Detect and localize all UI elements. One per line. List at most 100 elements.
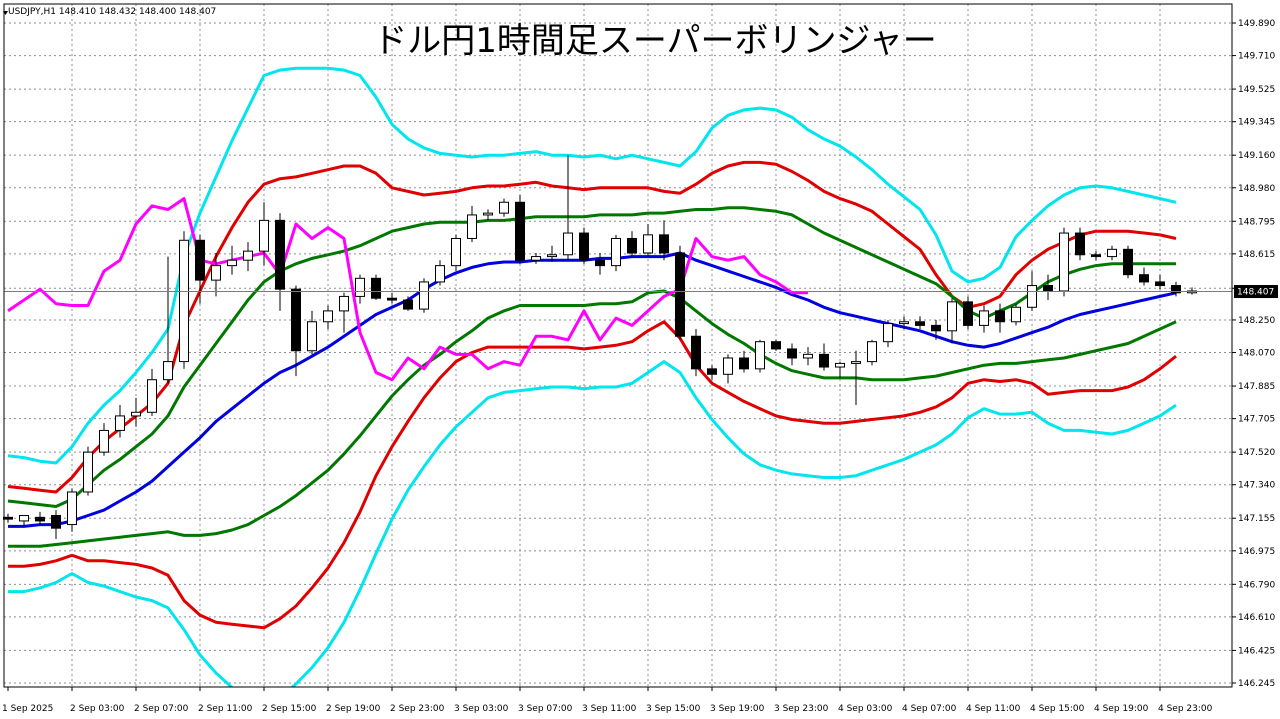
x-tick-label: 2 Sep 11:00 <box>198 704 253 714</box>
candle <box>1155 274 1165 290</box>
grid <box>4 4 1232 687</box>
candle-body <box>83 451 93 493</box>
candle <box>883 319 893 348</box>
candle <box>179 231 189 369</box>
candle <box>979 305 989 333</box>
candle <box>467 205 477 243</box>
candle-body <box>563 232 573 256</box>
candle <box>387 292 397 304</box>
candle <box>963 296 973 330</box>
candle <box>371 274 381 301</box>
candle-body <box>163 361 173 381</box>
candle-body <box>1059 232 1069 292</box>
candle-body <box>819 353 829 368</box>
candle <box>755 339 765 373</box>
candle <box>147 368 157 416</box>
candle <box>451 234 461 272</box>
candle-body <box>595 259 605 267</box>
candle-body <box>339 295 349 312</box>
candle-body <box>67 491 77 526</box>
chart-title: ドル円1時間足スーパーボリンジャー <box>373 21 937 61</box>
candle <box>1123 245 1133 279</box>
x-tick-label: 3 Sep 15:00 <box>646 704 701 714</box>
candle-body <box>243 250 253 261</box>
candle <box>51 510 61 540</box>
y-tick-label: 146.790 <box>1238 580 1275 590</box>
candle <box>339 292 349 333</box>
candle <box>67 488 77 532</box>
candle <box>675 245 685 340</box>
candle <box>899 316 909 330</box>
y-tick-label: 149.160 <box>1238 151 1275 161</box>
candle <box>131 397 141 427</box>
candle-body <box>931 324 941 332</box>
candle-body <box>611 237 621 267</box>
candle-body <box>899 321 909 325</box>
candle-body <box>291 288 301 352</box>
y-tick-label: 149.525 <box>1238 85 1275 95</box>
y-tick-label: 148.980 <box>1238 184 1275 194</box>
candle-body <box>371 277 381 299</box>
candle <box>531 252 541 264</box>
candle <box>995 303 1005 333</box>
candle-body <box>51 515 61 529</box>
candle <box>947 298 957 344</box>
candle <box>323 305 333 330</box>
candle-body <box>451 237 461 267</box>
candle-body <box>131 411 141 417</box>
candle-body <box>419 281 429 310</box>
x-tick-label: 3 Sep 19:00 <box>710 704 765 714</box>
candle-body <box>963 301 973 326</box>
y-tick-label: 147.340 <box>1238 481 1275 491</box>
y-tick-label: 148.615 <box>1238 250 1275 260</box>
candle <box>1107 245 1117 261</box>
candle-body <box>755 341 765 370</box>
candle-body <box>1075 232 1085 256</box>
candle-body <box>1139 274 1149 283</box>
x-tick-label: 4 Sep 11:00 <box>966 704 1021 714</box>
x-tick-label: 3 Sep 23:00 <box>774 704 829 714</box>
candle <box>787 343 797 366</box>
candle <box>83 446 93 496</box>
candle-body <box>787 348 797 359</box>
candle-body <box>355 277 365 297</box>
candle-body <box>979 310 989 326</box>
candle-body <box>259 219 269 252</box>
candle-body <box>707 368 717 375</box>
candle-body <box>323 310 333 323</box>
candle-body <box>947 301 957 332</box>
band-line <box>8 289 1177 548</box>
candle-body <box>499 201 509 214</box>
candle <box>355 274 365 304</box>
candle <box>547 245 557 263</box>
candle-body <box>211 265 221 281</box>
candle-body <box>835 362 845 368</box>
price-axis: 149.890 149.710 149.525 149.345 149.160 148.9… <box>1232 19 1275 689</box>
band-line <box>7 66 1177 465</box>
candle <box>115 405 125 438</box>
current-price-box: 148.407 <box>1234 285 1278 299</box>
y-tick-label: 148.250 <box>1238 316 1275 326</box>
y-tick-label: 148.795 <box>1238 217 1275 227</box>
candle <box>691 329 701 377</box>
candle-body <box>995 310 1005 323</box>
y-tick-label: 149.710 <box>1238 52 1275 62</box>
candle-body <box>739 357 749 370</box>
band-line <box>7 160 1177 494</box>
candle <box>1091 251 1101 261</box>
candle <box>579 227 589 264</box>
candle-body <box>1123 248 1133 276</box>
candlesticks <box>3 155 1197 540</box>
caret-down-icon[interactable] <box>3 11 8 15</box>
candle <box>1027 271 1037 311</box>
candle <box>659 220 669 261</box>
candle-body <box>483 212 493 216</box>
candle-body <box>515 201 525 261</box>
candle-body <box>467 214 477 239</box>
candle <box>1059 227 1069 297</box>
candle <box>1171 281 1181 297</box>
candle-body <box>1011 306 1021 323</box>
y-tick-label: 149.890 <box>1238 19 1275 29</box>
candle <box>867 339 877 366</box>
candle <box>643 223 653 257</box>
